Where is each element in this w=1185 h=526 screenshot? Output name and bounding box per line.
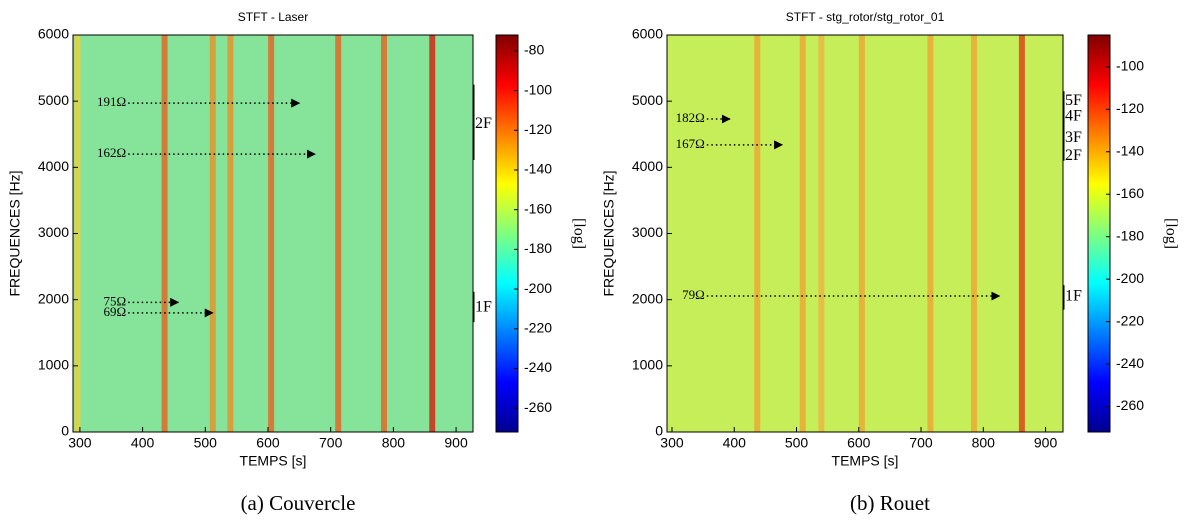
stripe [970, 35, 977, 432]
harmonic-label: 4F [1065, 108, 1082, 125]
x-tick-label: 900 [444, 435, 468, 451]
x-tick-label: 700 [319, 435, 343, 451]
colorbar-tick-label: -80 [524, 42, 544, 58]
y-tick-label: 2000 [38, 290, 69, 306]
stripe [927, 35, 934, 432]
colorbar [1087, 34, 1111, 433]
colorbar-tick-label: -260 [524, 399, 552, 415]
harmonic-label: 2F [1065, 147, 1082, 164]
colorbar-tick-label: -260 [1116, 397, 1144, 413]
stripe [227, 35, 234, 432]
colorbar-tick-label: -240 [524, 359, 552, 375]
annotation-label: 191Ω [97, 94, 126, 109]
colorbar-tick-label: -140 [1116, 142, 1144, 158]
y-tick-label: 2000 [632, 290, 663, 306]
y-tick-label: 0 [655, 423, 663, 439]
caption: (a) Couvercle [241, 491, 356, 515]
stripe [799, 35, 806, 432]
annotation-label: 75Ω [104, 293, 127, 308]
caption: (b) Rouet [850, 491, 930, 515]
plot-area [667, 35, 1063, 432]
x-tick-label: 900 [1034, 435, 1058, 451]
stripe [161, 35, 168, 432]
x-tick-label: 800 [972, 435, 996, 451]
annotation-label: 167Ω [676, 136, 705, 151]
y-tick-label: 5000 [632, 92, 663, 108]
colorbar-tick-label: -160 [1116, 185, 1144, 201]
harmonic-label: 2F [475, 115, 492, 132]
annotation-label: 79Ω [682, 287, 705, 302]
annotation-label: 182Ω [676, 110, 705, 125]
colorbar-tick-label: -100 [1116, 58, 1144, 74]
y-tick-label: 4000 [38, 158, 69, 174]
y-tick-label: 6000 [632, 26, 663, 42]
harmonic-label: 3F [1065, 129, 1082, 146]
stripe [1018, 35, 1025, 432]
colorbar-tick-label: -120 [524, 121, 552, 137]
stripe [754, 35, 761, 432]
x-axis-label: TEMPS [s] [240, 453, 307, 469]
x-tick-label: 800 [382, 435, 406, 451]
y-tick-label: 1000 [632, 357, 663, 373]
colorbar-tick-label: -180 [524, 240, 552, 256]
annotation-label: 162Ω [97, 145, 126, 160]
colorbar-tick-label: -200 [1116, 270, 1144, 286]
y-tick-label: 0 [61, 423, 69, 439]
x-tick-label: 400 [723, 435, 747, 451]
colorbar-tick-label: -160 [524, 200, 552, 216]
colorbar-tick-label: -200 [524, 280, 552, 296]
stripe [380, 35, 387, 432]
colorbar-tick-label: -100 [524, 81, 552, 97]
x-tick-label: 500 [785, 435, 809, 451]
x-tick-label: 700 [909, 435, 933, 451]
y-tick-label: 3000 [632, 224, 663, 240]
y-tick-label: 5000 [38, 92, 69, 108]
harmonic-label: 1F [475, 298, 492, 315]
colorbar-label: [log] [570, 218, 587, 249]
stripe [818, 35, 825, 432]
colorbar-label: [log] [1162, 218, 1179, 249]
colorbar-tick-label: -180 [1116, 227, 1144, 243]
x-tick-label: 400 [131, 435, 155, 451]
stripe [209, 35, 216, 432]
stripe [268, 35, 275, 432]
colorbar-tick-label: -220 [524, 319, 552, 335]
chart-title: STFT - stg_rotor/stg_rotor_01 [786, 10, 945, 24]
harmonic-label: 5F [1065, 92, 1082, 109]
x-tick-label: 600 [847, 435, 871, 451]
stripe [335, 35, 342, 432]
annotation-label: 69Ω [104, 304, 127, 319]
y-tick-label: 4000 [632, 158, 663, 174]
chart-title: STFT - Laser [238, 10, 308, 24]
stripe [858, 35, 865, 432]
x-tick-label: 300 [660, 435, 684, 451]
colorbar-tick-label: -140 [524, 161, 552, 177]
y-axis-label: FREQUENCES [Hz] [7, 170, 23, 296]
harmonic-label: 1F [1065, 288, 1082, 305]
colorbar-tick-label: -220 [1116, 312, 1144, 328]
y-tick-label: 1000 [38, 357, 69, 373]
x-axis-label: TEMPS [s] [832, 453, 899, 469]
x-tick-label: 300 [68, 435, 92, 451]
colorbar-tick-label: -120 [1116, 100, 1144, 116]
y-axis-label: FREQUENCES [Hz] [601, 170, 617, 296]
colorbar [495, 34, 519, 433]
colorbar-tick-label: -240 [1116, 355, 1144, 371]
y-tick-label: 6000 [38, 26, 69, 42]
x-tick-label: 600 [256, 435, 280, 451]
stripe [429, 35, 436, 432]
y-tick-label: 3000 [38, 224, 69, 240]
x-tick-label: 500 [194, 435, 218, 451]
